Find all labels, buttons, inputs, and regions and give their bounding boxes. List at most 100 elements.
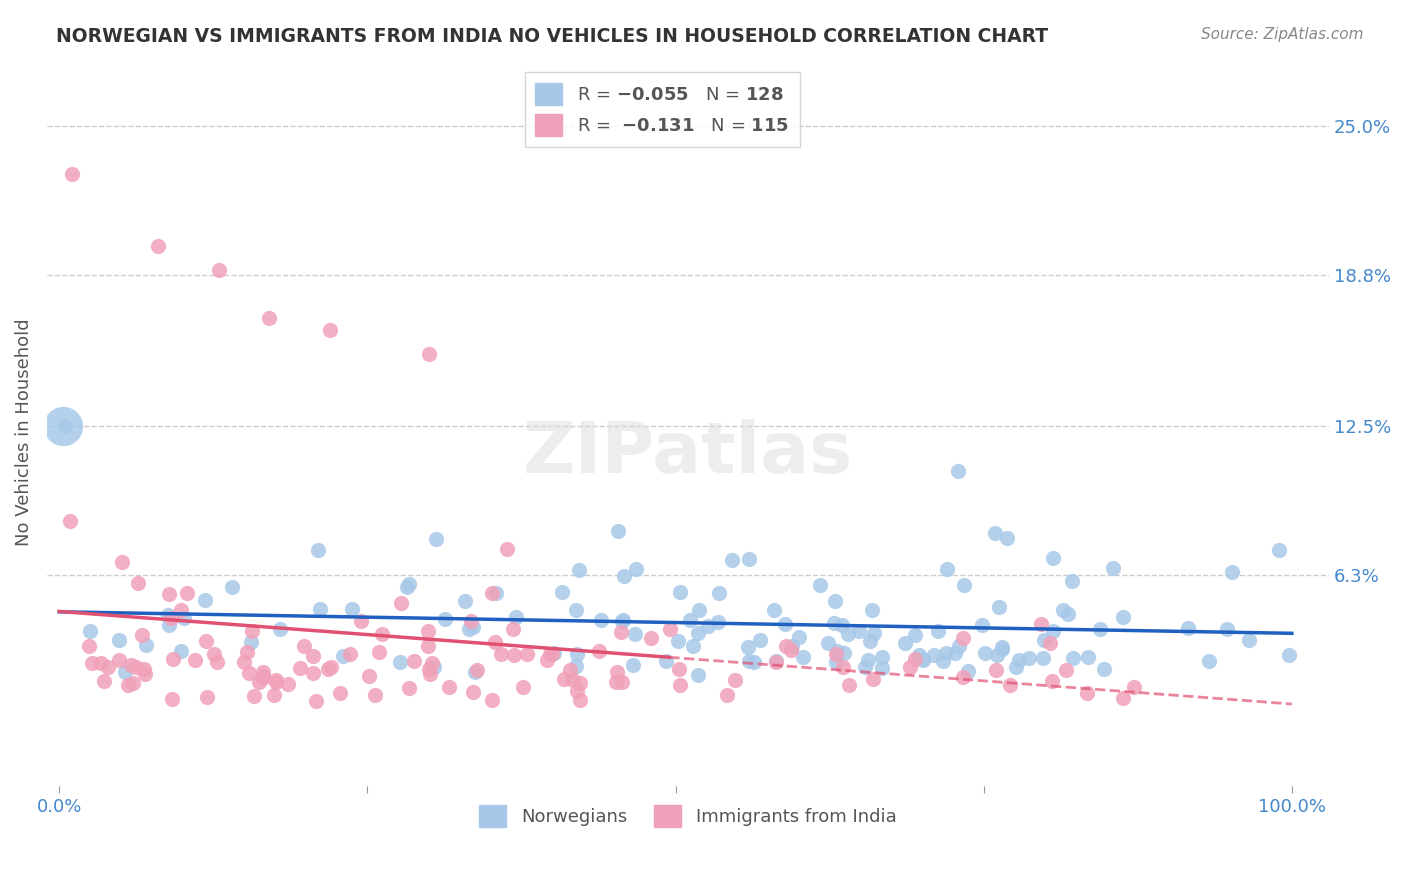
Point: [606, 665, 628, 679]
Point: [461, 620, 484, 634]
Point: [208, 262, 231, 277]
Point: [307, 543, 329, 558]
Point: [551, 585, 574, 599]
Point: [984, 525, 1007, 540]
Point: [398, 681, 420, 695]
Point: [170, 603, 193, 617]
Point: [679, 613, 702, 627]
Point: [269, 622, 291, 636]
Point: [122, 675, 145, 690]
Point: [302, 648, 325, 663]
Point: [176, 586, 198, 600]
Point: [720, 552, 742, 566]
Point: [832, 660, 855, 674]
Point: [97, 659, 120, 673]
Point: [626, 562, 648, 576]
Point: [495, 541, 517, 556]
Point: [859, 634, 882, 648]
Point: [388, 655, 411, 669]
Point: [567, 648, 589, 662]
Point: [588, 644, 610, 658]
Point: [120, 658, 142, 673]
Point: [1032, 651, 1054, 665]
Point: [316, 662, 339, 676]
Point: [108, 653, 131, 667]
Point: [946, 464, 969, 478]
Point: [988, 599, 1011, 614]
Point: [986, 648, 1008, 662]
Point: [605, 674, 627, 689]
Point: [77, 639, 100, 653]
Point: [724, 673, 747, 687]
Point: [612, 613, 634, 627]
Point: [396, 580, 419, 594]
Point: [848, 624, 870, 638]
Point: [1237, 633, 1260, 648]
Point: [789, 630, 811, 644]
Point: [668, 585, 690, 599]
Point: [952, 631, 974, 645]
Point: [907, 648, 929, 662]
Point: [922, 648, 945, 662]
Point: [135, 638, 157, 652]
Point: [762, 603, 785, 617]
Point: [425, 533, 447, 547]
Point: [1216, 622, 1239, 636]
Point: [108, 632, 131, 647]
Point: [111, 555, 134, 569]
Point: [1000, 678, 1022, 692]
Point: [127, 576, 149, 591]
Y-axis label: No Vehicles in Household: No Vehicles in Household: [15, 318, 32, 546]
Point: [870, 650, 893, 665]
Point: [927, 624, 949, 638]
Point: [831, 617, 853, 632]
Point: [205, 655, 228, 669]
Point: [340, 602, 363, 616]
Point: [780, 640, 803, 654]
Point: [93, 673, 115, 688]
Point: [160, 611, 183, 625]
Point: [1268, 542, 1291, 557]
Point: [1123, 680, 1146, 694]
Point: [773, 616, 796, 631]
Point: [404, 654, 426, 668]
Point: [1092, 662, 1115, 676]
Point: [194, 593, 217, 607]
Point: [484, 634, 506, 648]
Point: [242, 689, 264, 703]
Point: [610, 675, 633, 690]
Point: [252, 665, 274, 680]
Point: [257, 310, 280, 325]
Point: [485, 586, 508, 600]
Point: [898, 660, 921, 674]
Point: [893, 635, 915, 649]
Point: [302, 666, 325, 681]
Point: [540, 647, 562, 661]
Point: [437, 681, 460, 695]
Point: [952, 577, 974, 591]
Point: [329, 685, 352, 699]
Point: [738, 654, 761, 668]
Point: [465, 663, 488, 677]
Point: [589, 613, 612, 627]
Point: [60, 167, 83, 181]
Point: [1102, 561, 1125, 575]
Point: [838, 678, 860, 692]
Point: [134, 662, 156, 676]
Point: [398, 577, 420, 591]
Point: [350, 615, 373, 629]
Point: [55, 419, 77, 434]
Point: [560, 663, 582, 677]
Point: [565, 603, 588, 617]
Point: [418, 347, 440, 361]
Point: [827, 644, 849, 658]
Point: [157, 617, 180, 632]
Point: [621, 657, 644, 672]
Point: [536, 652, 558, 666]
Point: [240, 624, 263, 639]
Text: ZIPatlas: ZIPatlas: [523, 418, 853, 488]
Point: [779, 643, 801, 657]
Point: [943, 646, 966, 660]
Point: [236, 645, 259, 659]
Point: [277, 677, 299, 691]
